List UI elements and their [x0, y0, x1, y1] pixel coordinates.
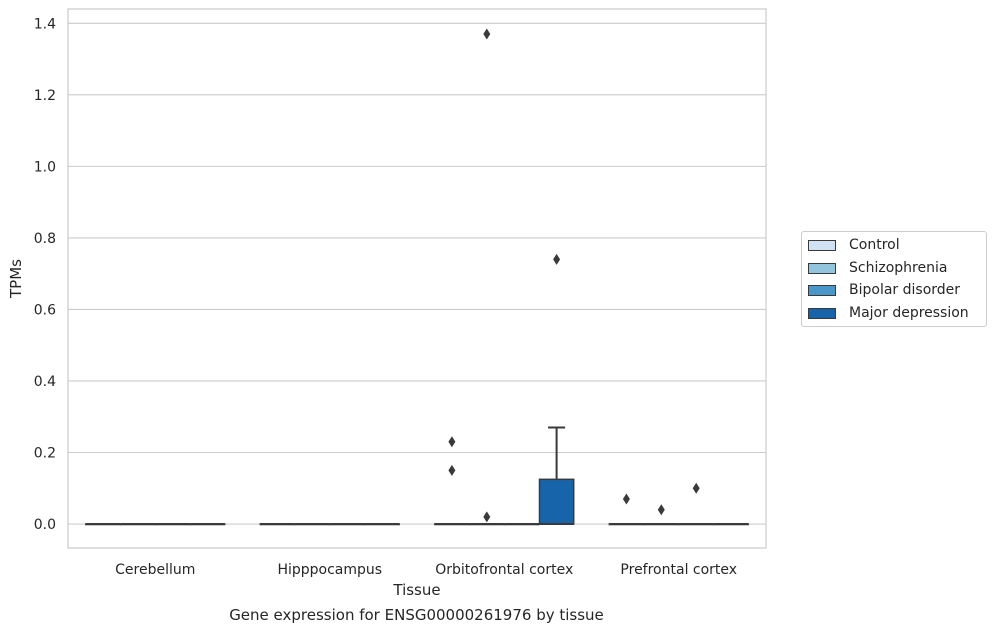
legend-swatch-control [808, 239, 836, 251]
y-tick-label: 0.4 [34, 374, 56, 390]
x-axis-ticks: Cerebellum Hipppocampus Orbitofrontal cort… [115, 562, 737, 578]
box-major-depression-orbitofrontal-cortex [538, 253, 575, 526]
y-axis-ticks: 0.0 0.2 0.4 0.6 0.8 1.0 1.2 1.4 [34, 16, 56, 533]
box-control-cerebellum [85, 523, 121, 526]
legend-item-control: Control [808, 236, 900, 254]
box-schizophrenia-orbitofrontal-cortex [468, 28, 505, 526]
legend-label-bipolar-disorder: Bipolar disorder [849, 282, 961, 298]
box-schizophrenia-prefrontal-cortex [643, 504, 680, 526]
x-tick-label: Prefrontal cortex [620, 562, 737, 578]
y-tick-label: 1.2 [34, 88, 56, 104]
legend-item-major-depression: Major depression [808, 304, 969, 322]
box-bipolar-disorder-hipppocampus [329, 523, 366, 526]
outlier-point [448, 464, 456, 476]
outlier-point [448, 436, 456, 448]
legend-swatch-schizophrenia [808, 262, 836, 274]
box-body [538, 478, 575, 525]
box-control-orbitofrontal-cortex [434, 436, 470, 526]
box-control-hipppocampus [259, 523, 296, 526]
box-bipolar-disorder-cerebellum [154, 523, 191, 526]
y-tick-label: 1.0 [34, 159, 56, 175]
box-major-depression-prefrontal-cortex [713, 523, 749, 526]
box-schizophrenia-cerebellum [119, 523, 156, 526]
legend: Control Schizophrenia Bipolar disorder M… [801, 231, 987, 327]
legend-item-bipolar-disorder: Bipolar disorder [808, 281, 960, 299]
x-axis-label: Tissue [392, 581, 440, 599]
x-tick-label: Cerebellum [115, 562, 195, 578]
outlier-point [622, 493, 630, 505]
outlier-point [692, 482, 700, 494]
y-tick-label: 0.8 [34, 231, 56, 247]
boxes [85, 28, 749, 526]
legend-label-major-depression: Major depression [849, 305, 969, 321]
box-control-prefrontal-cortex [608, 493, 645, 526]
outlier-point [553, 253, 561, 265]
y-axis-label: TPMs [7, 259, 25, 299]
box-bipolar-disorder-orbitofrontal-cortex [503, 523, 540, 526]
gridlines [68, 22, 766, 525]
chart-caption: Gene expression for ENSG00000261976 by t… [229, 606, 604, 624]
y-tick-label: 1.4 [34, 16, 56, 32]
box-major-depression-hipppocampus [364, 523, 400, 526]
y-tick-label: 0.2 [34, 446, 56, 462]
legend-swatch-major-depression [808, 307, 836, 319]
plot-frame [67, 8, 767, 549]
legend-label-control: Control [849, 237, 900, 253]
legend-label-schizophrenia: Schizophrenia [849, 260, 948, 276]
outlier-point [657, 504, 665, 516]
outlier-point [483, 511, 491, 523]
y-tick-label: 0.6 [34, 302, 56, 318]
box-bipolar-disorder-prefrontal-cortex [678, 482, 715, 526]
legend-swatch-bipolar-disorder [808, 284, 836, 296]
outlier-point [483, 28, 491, 40]
y-tick-label: 0.0 [34, 517, 56, 533]
box-schizophrenia-hipppocampus [294, 523, 331, 526]
box-major-depression-cerebellum [189, 523, 226, 526]
x-tick-label: Orbitofrontal cortex [435, 562, 573, 578]
legend-item-schizophrenia: Schizophrenia [808, 259, 947, 277]
x-tick-label: Hipppocampus [277, 562, 382, 578]
